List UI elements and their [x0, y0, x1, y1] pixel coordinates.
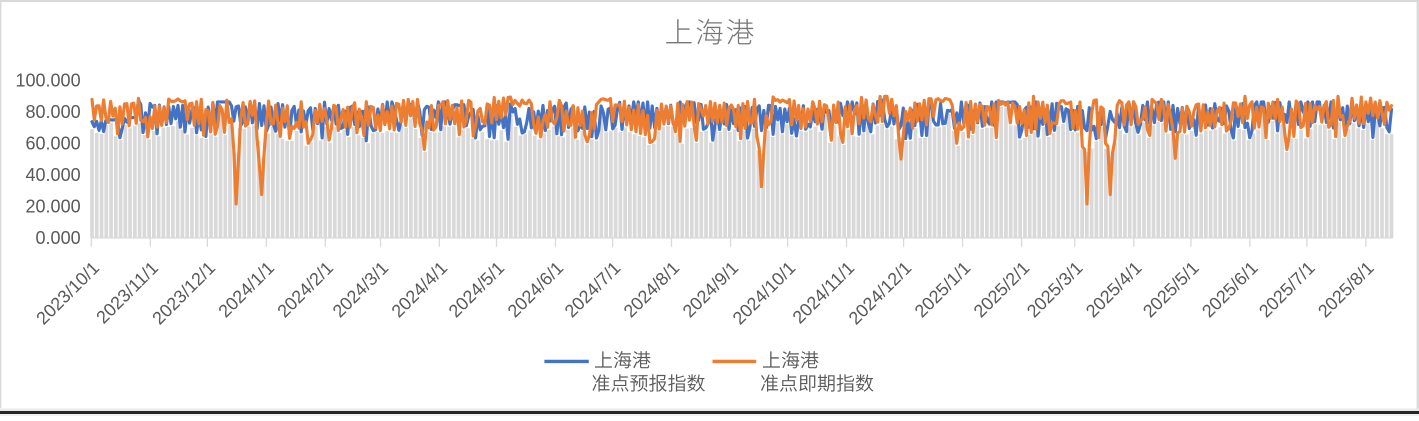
- svg-text:0.000: 0.000: [36, 228, 81, 248]
- svg-text:100.000: 100.000: [16, 71, 81, 91]
- svg-text:20.000: 20.000: [26, 197, 81, 217]
- svg-text:60.000: 60.000: [26, 134, 81, 154]
- svg-text:40.000: 40.000: [26, 165, 81, 185]
- svg-text:80.000: 80.000: [26, 102, 81, 122]
